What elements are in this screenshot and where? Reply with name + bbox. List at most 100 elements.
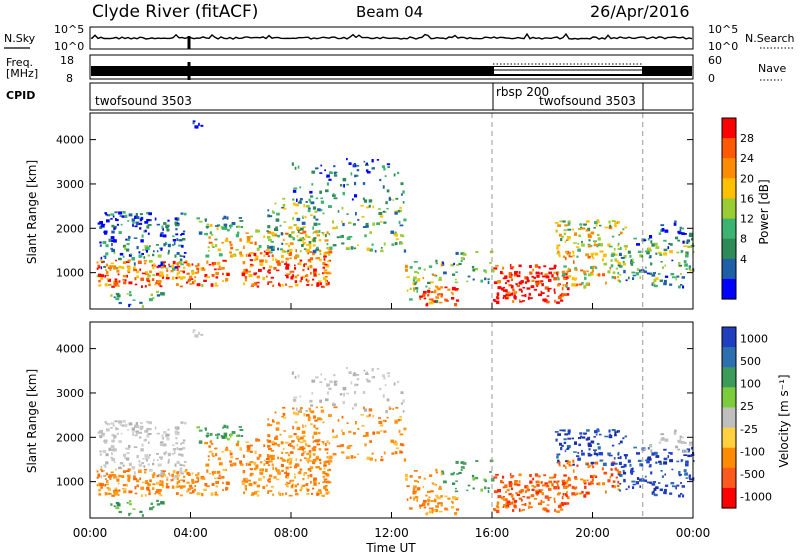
data-cell — [590, 231, 595, 235]
data-cell — [182, 270, 185, 274]
data-cell — [205, 463, 210, 467]
data-cell — [205, 254, 210, 258]
data-cell — [240, 226, 244, 228]
data-cell — [320, 285, 324, 288]
data-cell — [566, 496, 570, 500]
data-cell — [208, 241, 213, 244]
data-cell — [588, 273, 592, 277]
data-cell — [557, 277, 560, 281]
data-cell — [572, 463, 575, 466]
data-cell — [157, 282, 161, 286]
data-cell — [168, 263, 170, 266]
data-cell — [303, 248, 307, 250]
data-cell — [125, 238, 128, 241]
data-cell — [166, 433, 170, 436]
data-cell — [118, 280, 121, 283]
data-cell — [501, 496, 504, 500]
data-cell — [328, 272, 332, 275]
data-cell — [183, 266, 186, 269]
data-cell — [279, 492, 281, 497]
data-cell — [126, 274, 128, 278]
data-cell — [301, 244, 304, 248]
data-cell — [618, 443, 621, 445]
data-cell — [502, 505, 505, 508]
data-cell — [392, 408, 394, 410]
data-cell — [156, 474, 159, 478]
data-cell — [660, 433, 665, 436]
data-cell — [175, 233, 179, 236]
data-cell — [362, 226, 367, 228]
data-cell — [201, 268, 206, 271]
data-cell — [639, 463, 643, 467]
data-cell — [145, 480, 148, 483]
data-cell — [118, 265, 122, 269]
data-cell — [286, 472, 290, 476]
data-cell — [128, 281, 133, 285]
data-cell — [281, 242, 284, 245]
data-cell — [227, 229, 230, 232]
data-cell — [505, 297, 509, 300]
data-cell — [630, 261, 635, 264]
data-cell — [332, 402, 335, 404]
data-cell — [368, 204, 371, 208]
data-cell — [386, 398, 390, 402]
data-cell — [299, 468, 303, 471]
data-cell — [181, 232, 185, 235]
data-cell — [515, 271, 518, 273]
data-cell — [383, 451, 386, 455]
data-cell — [323, 478, 328, 480]
data-cell — [116, 269, 120, 273]
data-cell — [241, 272, 246, 277]
data-cell — [562, 493, 565, 496]
data-cell — [503, 286, 505, 289]
data-cell — [148, 245, 151, 248]
data-cell — [297, 483, 299, 486]
data-cell — [624, 245, 628, 248]
data-cell — [597, 446, 601, 450]
data-cell — [438, 293, 442, 296]
data-cell — [166, 437, 170, 441]
data-cell — [140, 277, 144, 281]
data-cell — [438, 301, 443, 304]
data-cell — [124, 488, 127, 491]
data-cell — [644, 479, 648, 483]
data-cell — [546, 485, 549, 488]
data-cell — [566, 276, 569, 279]
data-cell — [663, 248, 668, 252]
data-cell — [124, 279, 127, 282]
data-cell — [333, 406, 338, 409]
data-cell — [134, 434, 138, 437]
data-cell — [471, 474, 475, 478]
data-cell — [329, 171, 333, 175]
data-cell — [587, 227, 591, 232]
data-cell — [348, 444, 353, 447]
data-cell — [222, 280, 224, 282]
data-cell — [484, 486, 487, 490]
data-cell — [371, 159, 374, 163]
data-cell — [215, 244, 218, 248]
data-cell — [180, 212, 184, 215]
data-cell — [607, 479, 611, 483]
data-cell — [300, 276, 303, 280]
data-cell — [391, 243, 395, 246]
data-cell — [556, 246, 559, 250]
data-cell — [145, 482, 149, 484]
data-cell — [564, 240, 567, 244]
data-cell — [210, 443, 214, 445]
data-cell — [652, 272, 656, 274]
data-cell — [326, 231, 329, 235]
data-cell — [157, 280, 161, 283]
data-cell — [211, 483, 215, 486]
data-cell — [96, 261, 99, 264]
data-cell — [208, 249, 210, 252]
data-cell — [305, 204, 310, 208]
data-cell — [592, 465, 595, 469]
data-cell — [346, 237, 351, 240]
data-cell — [583, 270, 586, 274]
data-cell — [133, 237, 138, 239]
data-cell — [215, 447, 218, 450]
data-cell — [613, 248, 616, 251]
velocity-ylabel: Slant Range [km] — [25, 369, 39, 473]
data-cell — [678, 441, 683, 444]
data-cell — [141, 514, 144, 517]
